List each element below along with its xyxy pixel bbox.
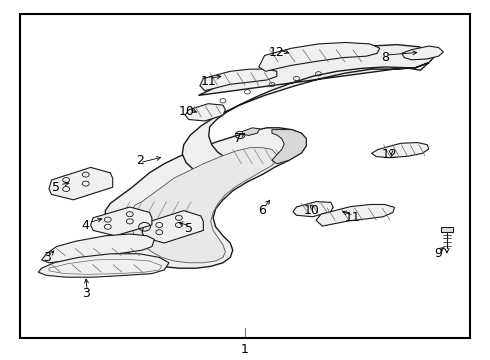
Text: 6: 6 xyxy=(258,204,266,217)
Text: 9: 9 xyxy=(435,247,442,260)
Polygon shape xyxy=(142,211,203,243)
Text: 3: 3 xyxy=(82,287,90,300)
Polygon shape xyxy=(105,128,306,268)
Polygon shape xyxy=(316,204,394,226)
Text: 10: 10 xyxy=(178,105,194,118)
Polygon shape xyxy=(38,254,169,277)
Text: 10: 10 xyxy=(303,204,319,217)
Polygon shape xyxy=(182,45,434,177)
Text: 8: 8 xyxy=(381,51,389,64)
Text: 11: 11 xyxy=(200,75,216,87)
Polygon shape xyxy=(49,167,113,200)
Text: 11: 11 xyxy=(345,211,361,224)
Polygon shape xyxy=(371,143,429,158)
Polygon shape xyxy=(130,148,277,263)
Text: 1: 1 xyxy=(241,343,249,356)
Text: 3: 3 xyxy=(43,251,50,264)
Text: 5: 5 xyxy=(52,181,60,194)
Polygon shape xyxy=(185,104,225,121)
Text: 7: 7 xyxy=(234,132,242,145)
Text: 12: 12 xyxy=(382,148,397,161)
Polygon shape xyxy=(200,69,277,91)
Polygon shape xyxy=(441,227,453,232)
Text: 5: 5 xyxy=(185,222,193,235)
Polygon shape xyxy=(293,202,333,217)
Text: 12: 12 xyxy=(269,46,285,59)
Polygon shape xyxy=(91,207,152,236)
Text: 2: 2 xyxy=(136,154,144,167)
Polygon shape xyxy=(243,128,260,135)
Text: 4: 4 xyxy=(82,219,90,231)
Polygon shape xyxy=(259,42,380,71)
Polygon shape xyxy=(402,46,443,60)
Polygon shape xyxy=(272,130,306,164)
Polygon shape xyxy=(42,234,154,263)
